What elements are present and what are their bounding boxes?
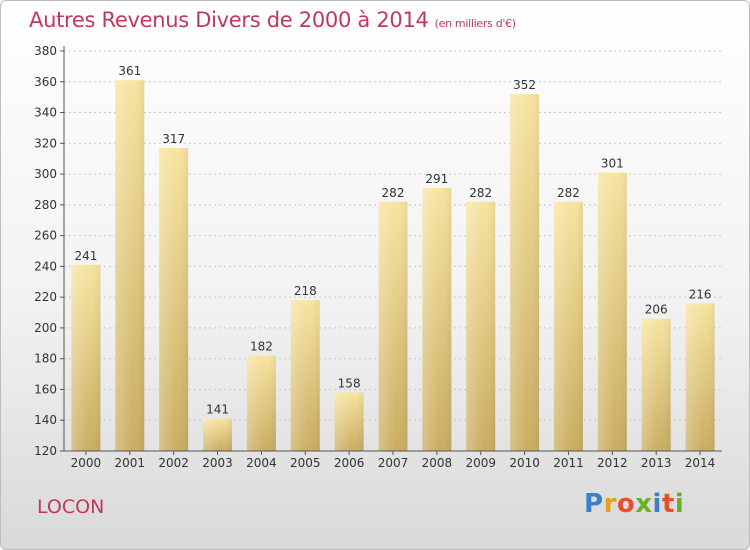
logo-letter: i — [674, 489, 685, 519]
bar-value-label: 301 — [601, 157, 624, 171]
x-tick-label: 2000 — [71, 456, 102, 470]
bar-value-label: 361 — [118, 64, 141, 78]
logo-letter: t — [661, 489, 675, 519]
y-tick-label: 200 — [34, 321, 57, 335]
bar-shade — [685, 303, 715, 451]
y-tick-label: 260 — [34, 229, 57, 243]
y-axis: 120 140 160 180 200 220 240 260 280 300 320 340 360 3… — [34, 44, 65, 458]
bar-shade — [378, 201, 408, 451]
logo-letter: x — [635, 489, 653, 519]
bar-value-label: 182 — [250, 340, 273, 354]
chart-unit: (en milliers d'€) — [434, 17, 516, 30]
x-tick-label: 2003 — [202, 456, 233, 470]
bar-shade — [466, 201, 496, 451]
bar-shade — [597, 172, 627, 452]
bar-shade — [641, 318, 671, 451]
y-tick-label: 160 — [34, 382, 57, 396]
y-tick-label: 320 — [34, 136, 57, 150]
bar-value-label: 141 — [206, 403, 229, 417]
bar-shade — [510, 94, 540, 452]
x-tick-label: 2007 — [378, 456, 409, 470]
x-tick-label: 2006 — [334, 456, 365, 470]
x-tick-label: 2004 — [246, 456, 277, 470]
logo-letter: r — [603, 489, 617, 519]
chart-title: Autres Revenus Divers de 2000 à 2014 (en … — [29, 8, 516, 32]
bar-value-label: 158 — [338, 377, 361, 391]
x-tick-label: 2013 — [641, 456, 672, 470]
bars: 241 361 317 141 182 218 158 282 291 282 352 282 301 2… — [71, 64, 715, 452]
logo-letter: i — [652, 489, 662, 519]
bar-value-label: 317 — [162, 132, 185, 146]
y-tick-label: 360 — [34, 75, 57, 89]
x-tick-label: 2008 — [422, 456, 453, 470]
bar-value-label: 291 — [425, 172, 448, 186]
y-tick-label: 340 — [34, 106, 57, 120]
bar-value-label: 206 — [645, 303, 668, 317]
y-tick-label: 300 — [34, 167, 57, 181]
y-tick-label: 120 — [34, 444, 57, 458]
x-tick-label: 2009 — [465, 456, 496, 470]
y-tick-label: 380 — [34, 44, 57, 58]
x-tick-label: 2005 — [290, 456, 321, 470]
bar-value-label: 218 — [294, 284, 317, 298]
bar-shade — [246, 355, 276, 451]
bar-value-label: 282 — [382, 186, 405, 200]
y-tick-label: 180 — [34, 352, 57, 366]
bar-value-label: 241 — [74, 249, 97, 263]
x-tick-label: 2012 — [597, 456, 628, 470]
proxiti-logo: Proxiti — [584, 489, 684, 519]
x-tick-label: 2014 — [685, 456, 716, 470]
commune-name: LOCON — [37, 496, 105, 518]
logo-letter: P — [584, 489, 604, 519]
bar-value-label: 352 — [513, 78, 536, 92]
bar-value-label: 282 — [469, 186, 492, 200]
bar-value-label: 216 — [689, 287, 712, 301]
bar-shade — [159, 147, 189, 451]
bar-shade — [422, 187, 452, 451]
x-tick-label: 2001 — [115, 456, 146, 470]
x-axis: 2000 2001 2002 2003 2004 2005 2006 2007 2008 2009… — [64, 450, 722, 470]
y-tick-label: 280 — [34, 198, 57, 212]
y-tick-label: 240 — [34, 259, 57, 273]
x-tick-label: 2002 — [158, 456, 189, 470]
bar-shade — [203, 418, 233, 451]
bar-shade — [115, 80, 145, 451]
bar-shade — [290, 300, 320, 451]
x-tick-label: 2010 — [509, 456, 540, 470]
y-tick-label: 220 — [34, 290, 57, 304]
bar-shade — [334, 392, 364, 451]
bar-value-label: 282 — [557, 186, 580, 200]
x-tick-label: 2011 — [553, 456, 584, 470]
bar-shade — [553, 201, 583, 451]
logo-letter: o — [616, 489, 636, 519]
bar-shade — [71, 264, 101, 451]
chart-title-text: Autres Revenus Divers de 2000 à 2014 — [29, 8, 429, 32]
y-tick-label: 140 — [34, 413, 57, 427]
